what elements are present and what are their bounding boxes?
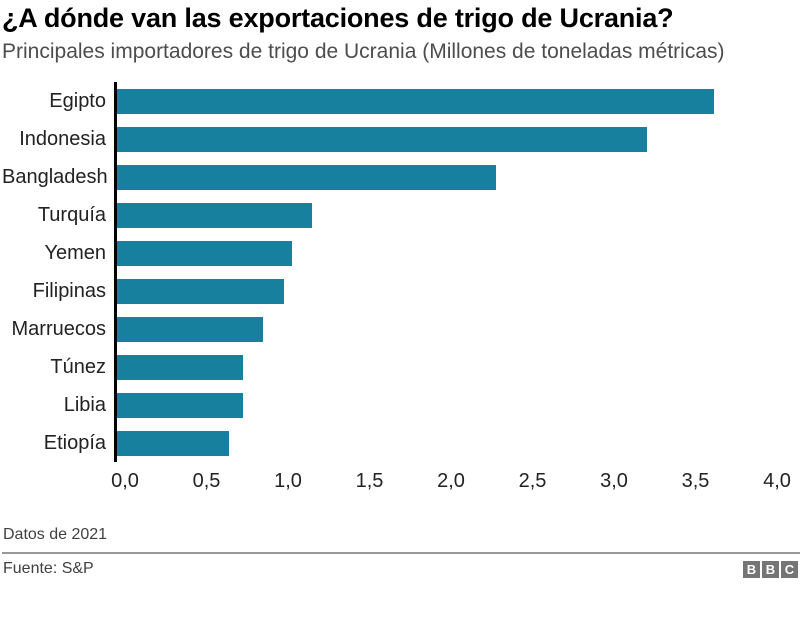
- bar-row: Turquía: [2, 196, 798, 235]
- x-tick-label: 2,5: [518, 470, 547, 493]
- category-label: Yemen: [44, 241, 106, 264]
- category-label: Filipinas: [32, 279, 106, 302]
- bar: [117, 164, 496, 190]
- x-tick-label: 1,5: [355, 470, 384, 493]
- bar-track: [114, 196, 773, 235]
- bar-row: Indonesia: [2, 120, 798, 159]
- bar: [117, 430, 229, 456]
- bar: [117, 126, 647, 152]
- bar-track: [114, 348, 773, 387]
- bar: [117, 392, 244, 418]
- bar-row: Yemen: [2, 234, 798, 273]
- category-label: Indonesia: [19, 127, 106, 150]
- bar-track: [114, 424, 773, 463]
- category-label: Marruecos: [11, 317, 106, 340]
- bar-row: Egipto: [2, 82, 798, 121]
- bar-row: Marruecos: [2, 310, 798, 349]
- category-label: Libia: [63, 393, 106, 416]
- category-label: Turquía: [37, 203, 106, 226]
- bar-track: [114, 158, 773, 197]
- category-label: Túnez: [50, 355, 106, 378]
- x-tick-label: 0,0: [111, 470, 139, 493]
- bar-rows: Egipto Indonesia Bangladesh Turquía Yemen Fil…: [2, 82, 798, 463]
- bar-track: [114, 234, 773, 273]
- category-label: Etiopía: [43, 431, 106, 454]
- source-text: Fuente: S&P: [3, 560, 94, 578]
- bar: [117, 240, 293, 266]
- bar-row: Libia: [2, 386, 798, 425]
- x-tick-label: 4,0: [763, 470, 791, 493]
- category-label: Egipto: [49, 89, 106, 112]
- bar: [117, 278, 285, 304]
- chart-subtitle: Principales importadores de trigo de Ucr…: [2, 40, 725, 64]
- chart-note: Datos de 2021: [3, 526, 108, 544]
- bar: [117, 88, 714, 114]
- bar-row: Filipinas: [2, 272, 798, 311]
- x-tick-label: 2,0: [437, 470, 465, 493]
- bar-track: [114, 82, 773, 121]
- x-axis: 0,0 0,5 1,0 1,5 2,0 2,5 3,0 3,5 4,0: [111, 470, 791, 500]
- x-tick-label: 0,5: [192, 470, 221, 493]
- chart-page: ¿A dónde van las exportaciones de trigo …: [2, 3, 800, 578]
- x-tick-label: 3,0: [600, 470, 628, 493]
- bar: [117, 316, 263, 342]
- bar: [117, 202, 313, 228]
- x-tick-label: 1,0: [274, 470, 302, 493]
- bar-chart: Egipto Indonesia Bangladesh Turquía Yemen Fil…: [2, 82, 798, 500]
- bar-track: [114, 120, 773, 159]
- logo-letter-block: C: [781, 560, 798, 578]
- category-label: Bangladesh: [2, 165, 108, 188]
- bar-row: Túnez: [2, 348, 798, 387]
- bar: [117, 354, 244, 380]
- bar-track: [114, 386, 773, 425]
- chart-title: ¿A dónde van las exportaciones de trigo …: [2, 3, 674, 33]
- logo-letter-block: B: [762, 560, 779, 578]
- bar-track: [114, 272, 773, 311]
- x-tick-label: 3,5: [681, 470, 710, 493]
- footer-divider: [2, 552, 800, 555]
- bar-row: Bangladesh: [2, 158, 798, 197]
- bar-track: [114, 310, 773, 349]
- bar-row: Etiopía: [2, 424, 798, 463]
- logo-letter-block: B: [743, 560, 760, 578]
